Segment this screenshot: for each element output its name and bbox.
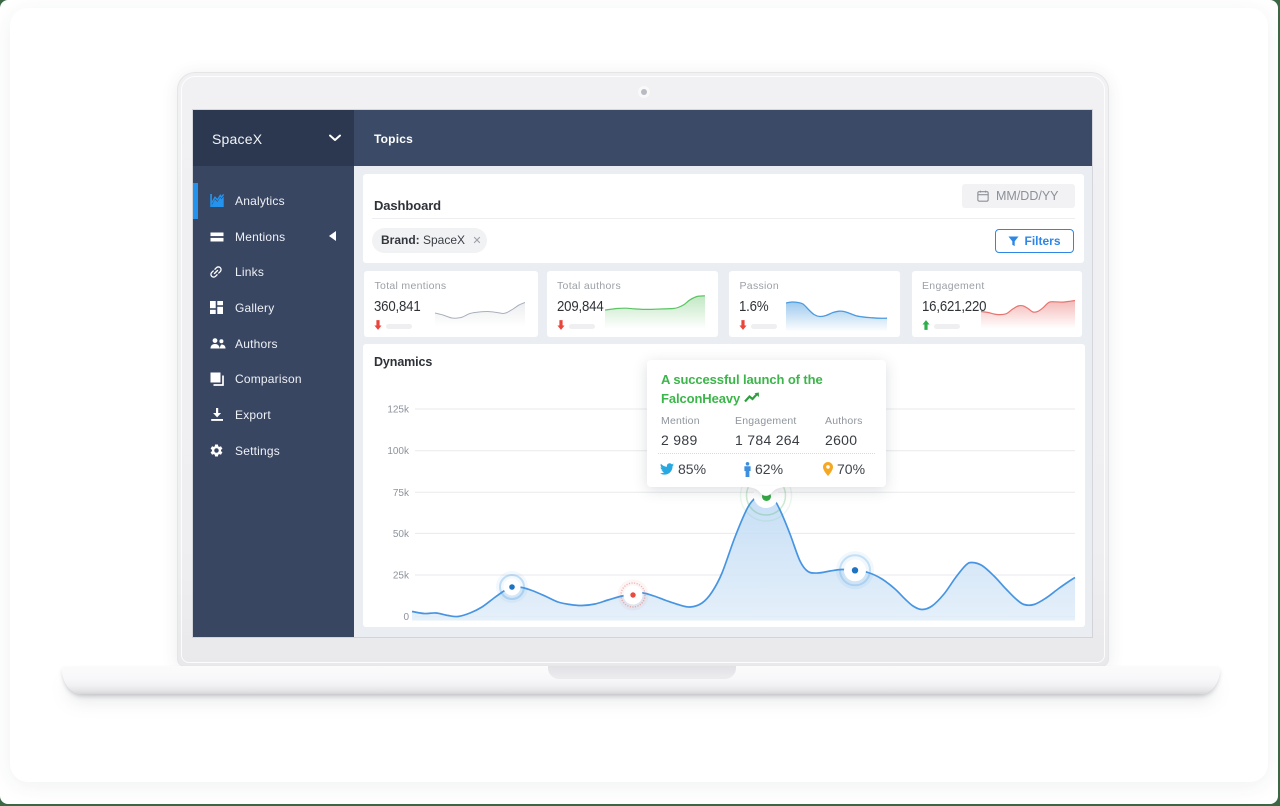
svg-text:75k: 75k	[393, 488, 410, 499]
svg-text:50k: 50k	[393, 529, 410, 540]
svg-text:125k: 125k	[387, 405, 410, 416]
svg-text:0: 0	[403, 612, 409, 623]
svg-text:100k: 100k	[387, 446, 410, 457]
svg-text:25k: 25k	[393, 571, 410, 582]
